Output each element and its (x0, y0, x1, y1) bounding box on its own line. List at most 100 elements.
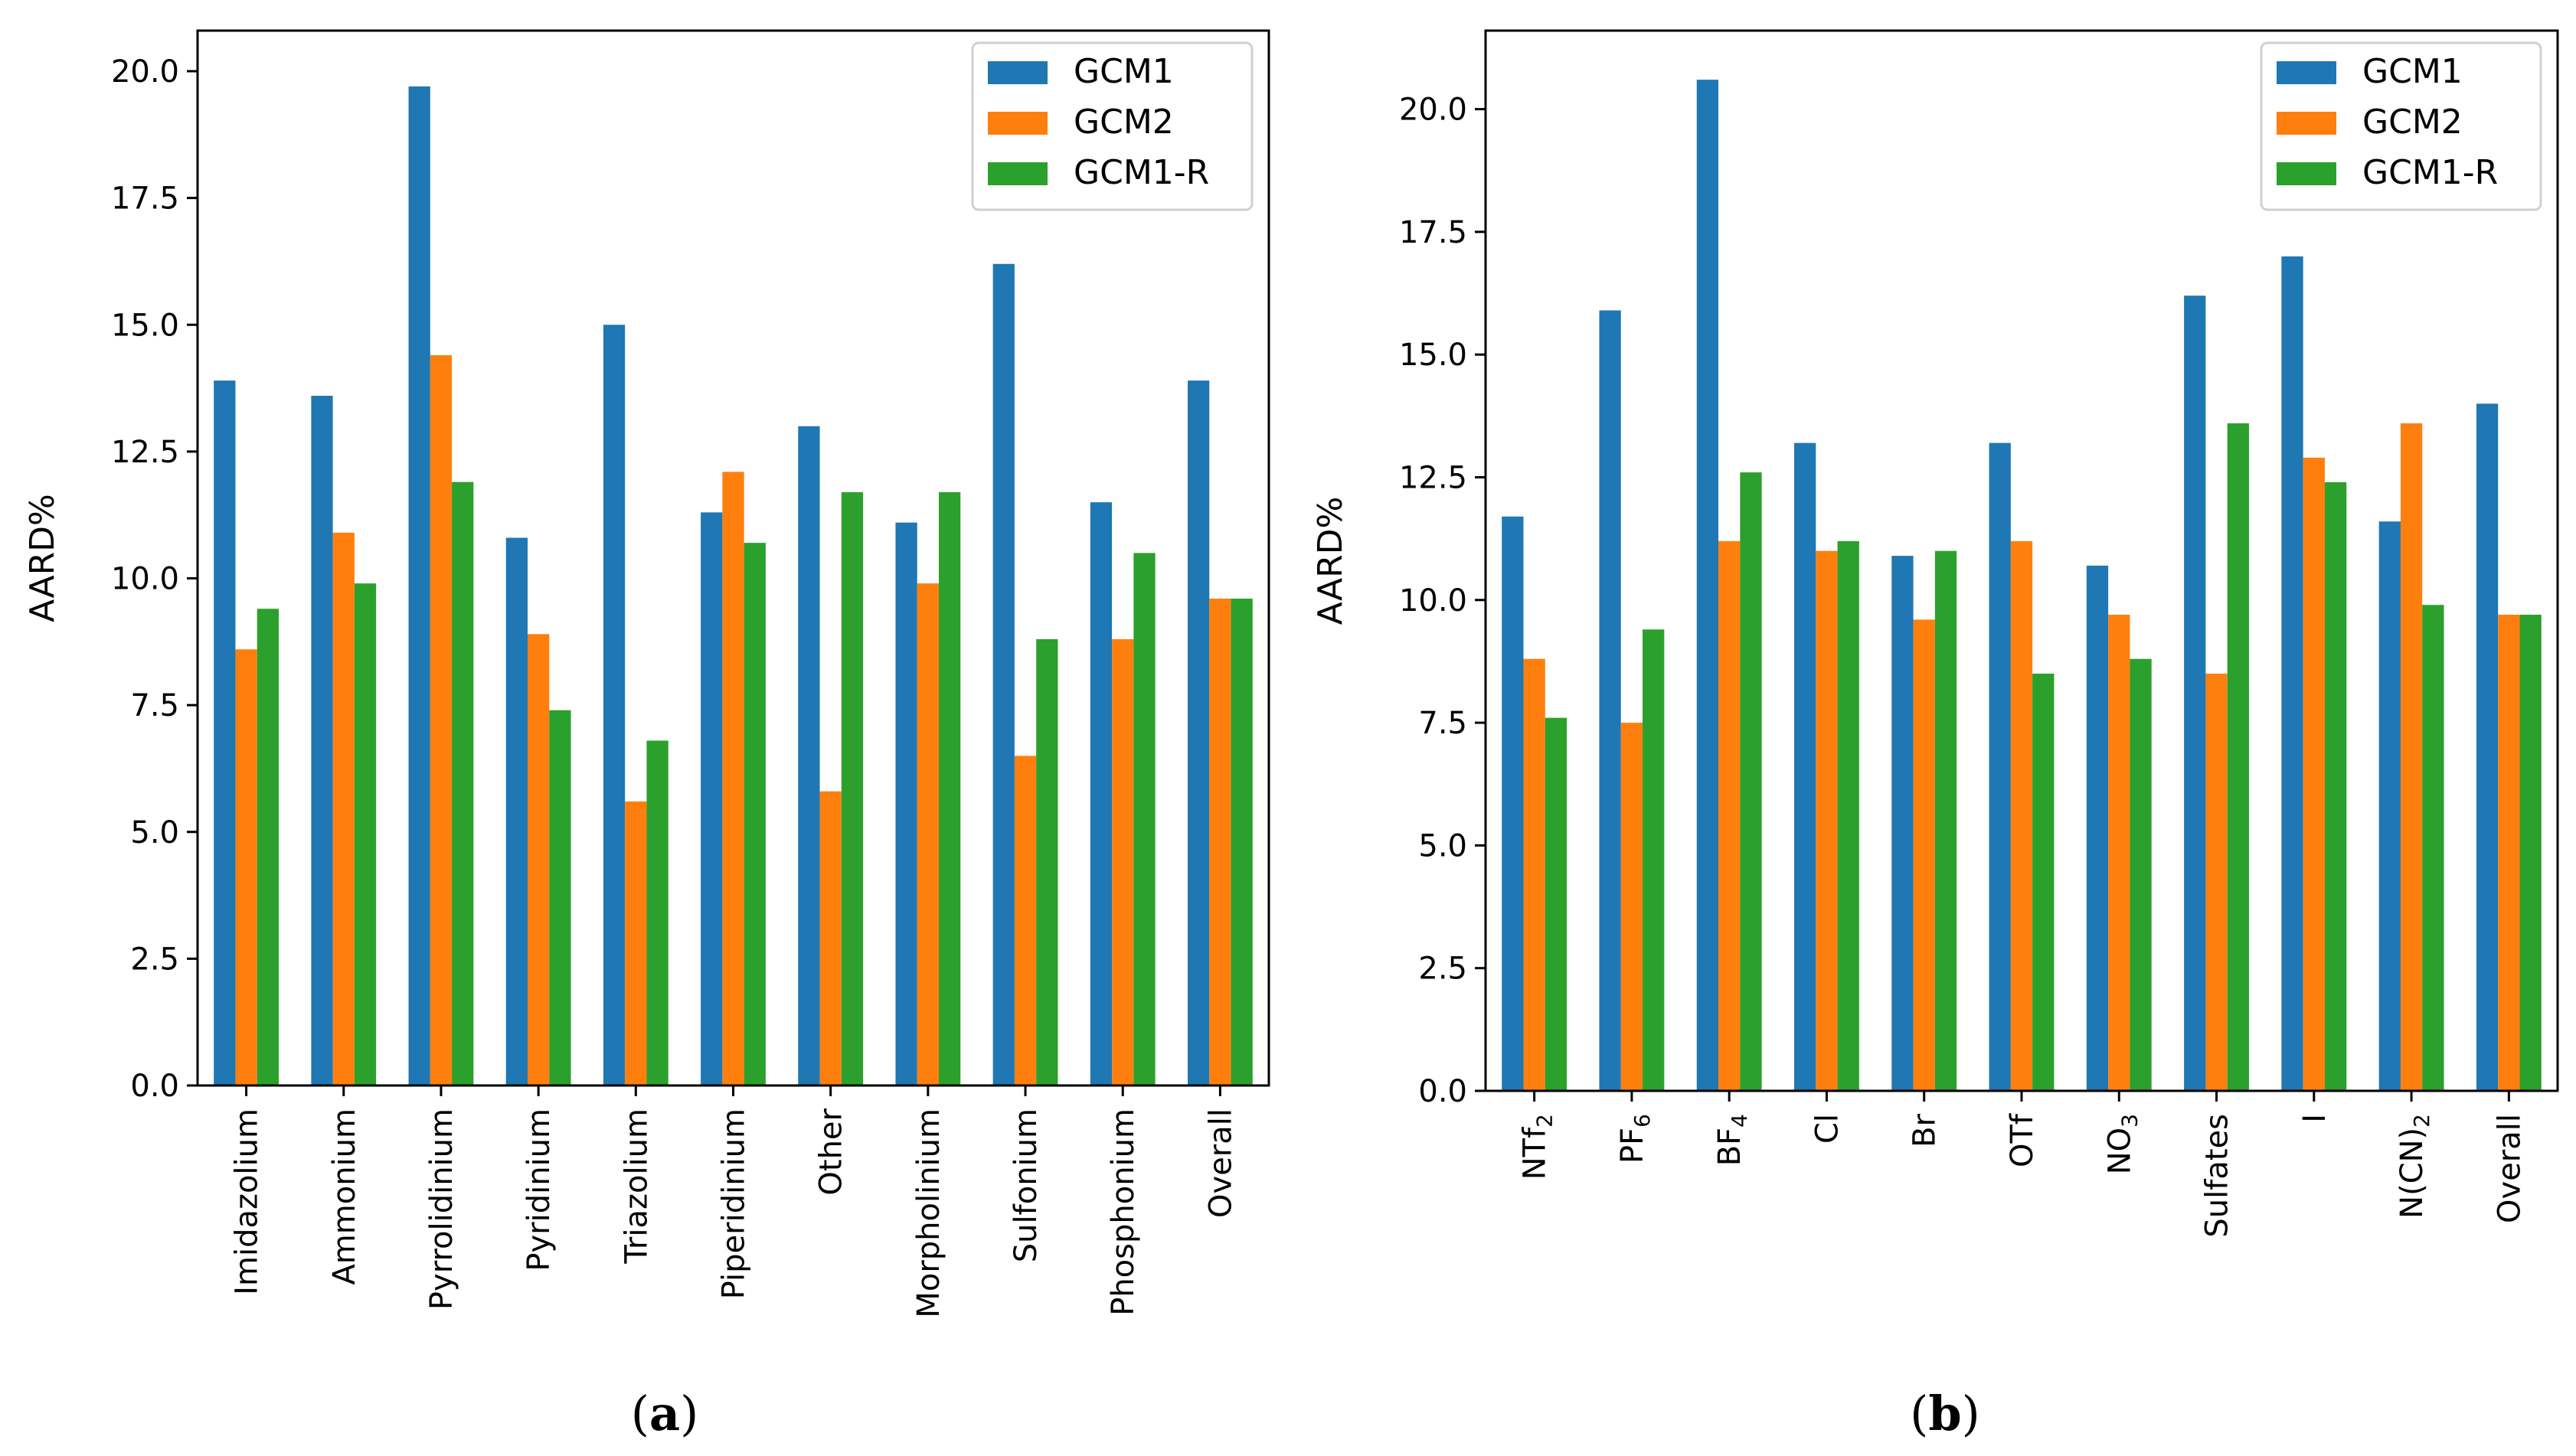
y-axis-label-a: AARD% (23, 494, 62, 622)
bar-gcm2-a (722, 472, 744, 1085)
legend-label-gcm1-r-b: GCM1-R (2362, 153, 2498, 192)
bar-gcm2-b (1816, 550, 1838, 1091)
bar-gcm2-a (430, 355, 453, 1085)
xtick-label-b: PF6 (1615, 1114, 1655, 1164)
legend-a: GCM1 GCM2 GCM1-R (971, 41, 1254, 211)
bar-gcm1-r-b (1837, 540, 1859, 1091)
y-axis-label-b: AARD% (1311, 497, 1350, 625)
bar-gcm1-r-a (549, 710, 571, 1085)
bar-gcm1-r-b (1545, 717, 1568, 1091)
bar-gcm1-b (1696, 80, 1719, 1092)
bar-gcm1-r-b (2032, 673, 2055, 1091)
xtick-label-a: Phosphonium (1106, 1108, 1141, 1316)
xtick-label-b: Cl (1809, 1114, 1845, 1144)
xtick-label-b: OTf (2005, 1113, 2040, 1167)
bar-gcm1-a (603, 325, 626, 1085)
xtick-label-b: NTf2 (1518, 1114, 1558, 1180)
bar-gcm1-b (1891, 556, 1914, 1091)
bar-gcm1-a (1188, 380, 1210, 1085)
bar-gcm1-r-b (1740, 472, 1762, 1091)
bar-gcm1-b (2281, 256, 2303, 1091)
bar-gcm1-a (214, 380, 236, 1085)
bar-gcm1-r-a (1036, 639, 1058, 1085)
bar-gcm1-r-b (2519, 615, 2542, 1091)
legend-b: GCM1 GCM2 GCM1-R (2260, 41, 2542, 211)
panel-label-a: (a) (631, 1386, 699, 1441)
ytick-label-b: 10.0 (1399, 583, 1467, 619)
bar-gcm1-a (1090, 502, 1113, 1085)
bar-gcm2-b (1718, 540, 1741, 1091)
ytick-label-b: 2.5 (1418, 952, 1467, 987)
xtick-label-a: Pyridinium (521, 1108, 557, 1272)
bar-gcm1-a (311, 396, 333, 1085)
ytick-label-a: 10.0 (111, 562, 179, 597)
chart-panel-a: 0.0 2.5 5.0 7.5 10.0 12.5 15.0 17.5 20.0 AARD% Imi… (23, 29, 1270, 1318)
bar-gcm1-r-b (1934, 550, 1957, 1091)
bar-gcm1-r-a (1133, 553, 1156, 1085)
bar-gcm1-r-a (646, 740, 669, 1085)
bar-gcm2-b (2303, 457, 2325, 1091)
bar-gcm1-r-a (257, 609, 279, 1085)
bar-gcm1-r-b (2227, 423, 2249, 1091)
bar-gcm1-b (2086, 565, 2109, 1091)
xtick-label-a: Pyrrolidinium (424, 1108, 459, 1310)
bar-gcm2-b (2400, 423, 2423, 1091)
bar-gcm1-r-b (2324, 482, 2347, 1091)
xtick-label-b: Sulfates (2200, 1114, 2235, 1238)
xtick-label-b: I (2297, 1114, 2332, 1123)
xtick-label-b: N(CN)2 (2395, 1114, 2434, 1219)
ytick-label-b: 12.5 (1399, 460, 1467, 495)
chart-panel-b: 0.0 2.5 5.0 7.5 10.0 12.5 15.0 17.5 20.0 AARD% NTf… (1311, 29, 2559, 1238)
ytick-label-a: 7.5 (130, 688, 179, 723)
legend-swatch-gcm1-a (988, 61, 1048, 84)
bar-gcm1-b (1502, 516, 1524, 1091)
bar-gcm2-a (235, 649, 257, 1085)
legend-label-gcm2-b: GCM2 (2362, 103, 2463, 142)
legend-label-gcm1-a: GCM1 (1074, 52, 1174, 91)
ytick-label-a: 2.5 (130, 942, 179, 977)
legend-label-gcm2-a: GCM2 (1074, 103, 1174, 142)
bar-gcm1-r-a (354, 583, 377, 1085)
ytick-label-b: 5.0 (1418, 828, 1467, 863)
bar-gcm1-a (895, 522, 917, 1085)
bar-gcm2-b (2205, 673, 2228, 1091)
bar-gcm2-a (1014, 756, 1037, 1085)
bar-gcm1-r-b (1643, 629, 1665, 1091)
bar-gcm2-a (819, 791, 842, 1085)
bar-gcm1-a (701, 512, 723, 1085)
axes-frame-a (196, 29, 1270, 1087)
ytick-label-b: 0.0 (1418, 1074, 1467, 1109)
legend-swatch-gcm2-b (2277, 112, 2336, 135)
legend-label-gcm1-r-a: GCM1-R (1074, 153, 1209, 192)
bar-gcm1-a (992, 263, 1015, 1085)
bar-gcm2-a (332, 532, 355, 1085)
ytick-label-a: 12.5 (111, 435, 179, 470)
xtick-label-a: Morpholinium (911, 1108, 946, 1318)
bar-gcm2-a (917, 583, 939, 1085)
xtick-label-a: Triazolium (619, 1108, 654, 1265)
bar-gcm1-a (798, 426, 820, 1085)
bar-gcm1-a (408, 86, 430, 1085)
bar-gcm1-r-b (2422, 605, 2444, 1091)
bar-gcm2-b (1913, 619, 1935, 1091)
bar-gcm2-b (2498, 615, 2520, 1091)
ytick-label-a: 20.0 (111, 54, 179, 90)
bar-gcm2-b (2108, 615, 2130, 1091)
legend-swatch-gcm2-a (988, 112, 1048, 135)
xtick-label-a: Overall (1203, 1108, 1238, 1218)
xtick-label-a: Ammonium (327, 1108, 362, 1285)
ytick-label-a: 15.0 (111, 308, 179, 343)
legend-swatch-gcm1-r-b (2277, 162, 2336, 185)
bar-gcm1-r-a (938, 491, 961, 1085)
xtick-label-a: Other (814, 1108, 849, 1195)
bar-gcm2-a (625, 801, 647, 1085)
bar-gcm2-a (1112, 639, 1134, 1085)
panel-label-b: (b) (1910, 1386, 1980, 1441)
bar-gcm2-b (2010, 540, 2033, 1091)
ytick-label-b: 17.5 (1399, 215, 1467, 250)
bar-gcm1-b (1794, 442, 1816, 1091)
xtick-label-b: BF4 (1712, 1114, 1752, 1166)
bar-gcm1-r-a (841, 491, 864, 1085)
xtick-label-a: Imidazolium (230, 1108, 265, 1295)
